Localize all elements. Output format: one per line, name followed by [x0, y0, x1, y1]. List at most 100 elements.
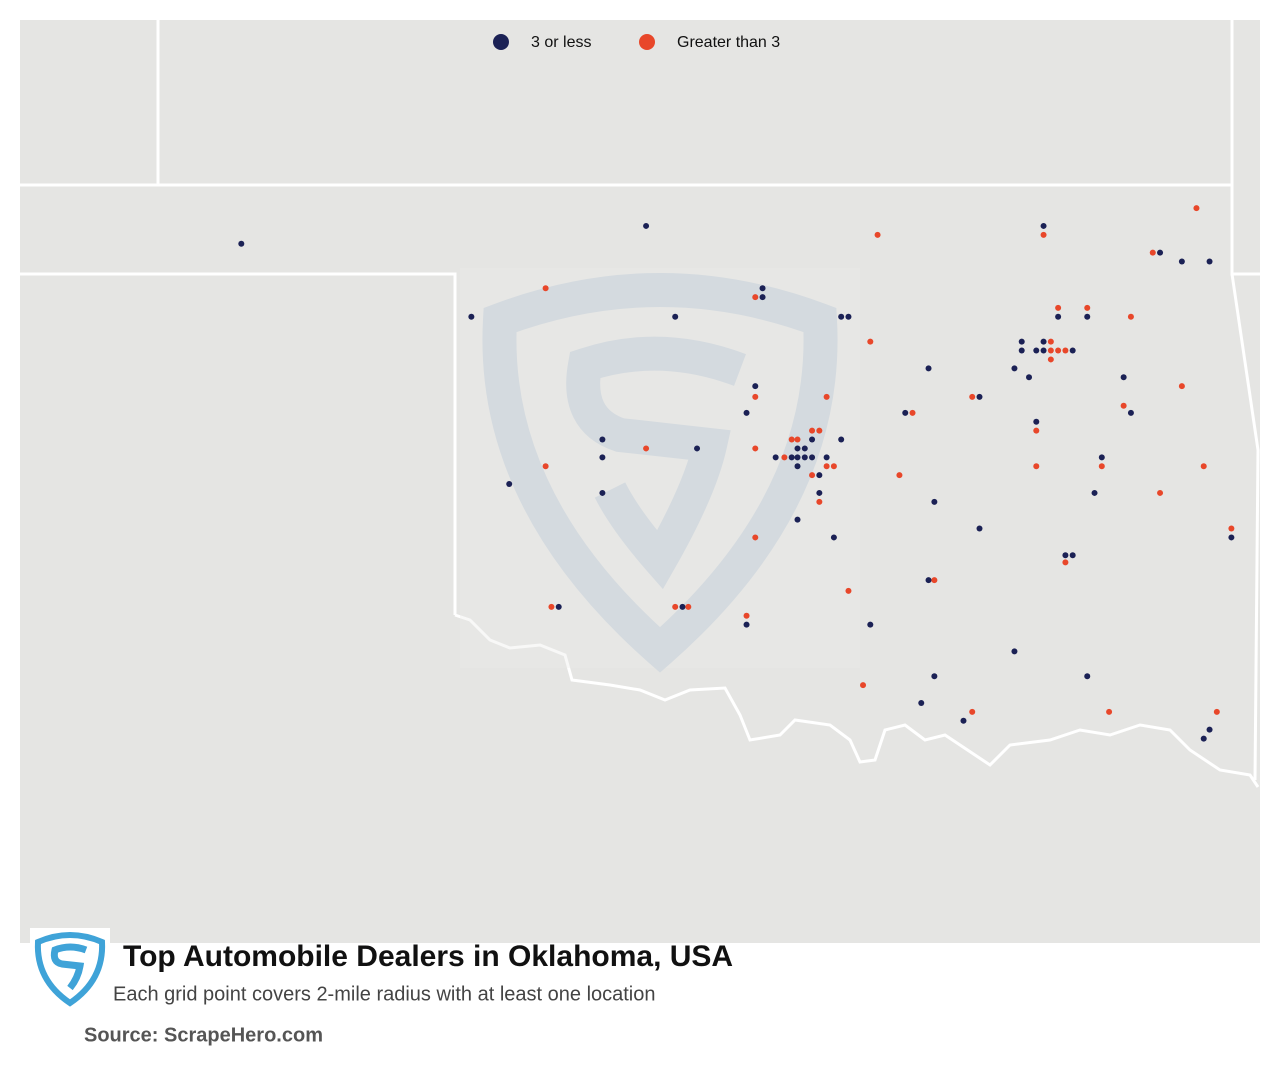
location-dot — [976, 525, 983, 532]
east-border — [1230, 273, 1260, 781]
location-dot — [823, 393, 830, 400]
location-dot — [1084, 673, 1091, 680]
borders — [20, 20, 1260, 788]
location-dot — [1157, 249, 1164, 256]
location-dot — [1033, 427, 1040, 434]
location-dot — [845, 313, 852, 320]
location-dot — [838, 313, 845, 320]
location-dot — [931, 673, 938, 680]
location-dot — [838, 436, 845, 443]
location-dot — [1040, 222, 1047, 229]
location-dot — [1069, 552, 1076, 559]
location-dot — [1200, 463, 1207, 470]
location-dot — [542, 463, 549, 470]
location-dot — [1178, 383, 1185, 390]
location-dot — [1033, 347, 1040, 354]
location-dot — [672, 313, 679, 320]
location-dot — [788, 436, 795, 443]
logo — [30, 928, 110, 1008]
location-dot — [468, 313, 475, 320]
location-dot — [643, 222, 650, 229]
location-dot — [809, 436, 816, 443]
location-dot — [1084, 304, 1091, 311]
watermark-box — [460, 268, 860, 668]
location-dot — [1018, 347, 1025, 354]
map-background — [20, 20, 1260, 943]
location-dot — [925, 577, 932, 584]
location-dot — [752, 383, 759, 390]
location-dot — [1018, 338, 1025, 345]
location-dot — [1228, 525, 1235, 532]
location-dot — [1069, 347, 1076, 354]
location-dot — [599, 454, 606, 461]
location-dot — [1098, 463, 1105, 470]
location-dot — [801, 454, 808, 461]
location-dot — [752, 393, 759, 400]
location-dot — [1206, 258, 1213, 265]
dots — [238, 205, 1235, 742]
red-river-border — [454, 613, 1260, 788]
location-dot — [816, 498, 823, 505]
location-dot — [816, 472, 823, 479]
location-dot — [823, 463, 830, 470]
location-dot — [809, 454, 816, 461]
state-border — [20, 20, 1260, 615]
location-dot — [1157, 489, 1164, 496]
location-dot — [860, 682, 867, 689]
location-dot — [918, 699, 925, 706]
location-dot — [1047, 356, 1054, 363]
location-dot — [809, 472, 816, 479]
location-dot — [816, 489, 823, 496]
location-dot — [931, 498, 938, 505]
location-dot — [1091, 489, 1098, 496]
location-dot — [794, 445, 801, 452]
location-dot — [867, 621, 874, 628]
location-dot — [1127, 313, 1134, 320]
location-dot — [830, 463, 837, 470]
location-dot — [1149, 249, 1156, 256]
location-dot — [960, 717, 967, 724]
location-dot — [772, 454, 779, 461]
legend-marker — [493, 34, 509, 50]
location-dot — [743, 612, 750, 619]
location-dot — [1040, 338, 1047, 345]
location-dot — [1120, 374, 1127, 381]
location-dot — [542, 285, 549, 292]
location-dot — [1062, 552, 1069, 559]
location-dot — [1011, 365, 1018, 372]
legend-label: 3 or less — [531, 34, 591, 51]
source: Source: ScrapeHero.com — [84, 1024, 323, 1046]
logo-s — [50, 943, 88, 991]
location-dot — [743, 621, 750, 628]
location-dot — [794, 454, 801, 461]
location-dot — [976, 393, 983, 400]
location-dot — [794, 463, 801, 470]
location-dot — [1040, 347, 1047, 354]
location-dot — [867, 338, 874, 345]
location-dot — [823, 454, 830, 461]
location-dot — [801, 445, 808, 452]
location-dot — [969, 393, 976, 400]
location-dot — [788, 454, 795, 461]
location-dot — [752, 445, 759, 452]
location-dot — [1011, 648, 1018, 655]
legend-marker — [639, 34, 655, 50]
location-dot — [909, 409, 916, 416]
location-dot — [1120, 402, 1127, 409]
location-dot — [1055, 304, 1062, 311]
location-dot — [685, 603, 692, 610]
location-dot — [896, 472, 903, 479]
location-dot — [845, 587, 852, 594]
location-dot — [759, 285, 766, 292]
location-dot — [759, 294, 766, 301]
location-dot — [743, 409, 750, 416]
location-dot — [672, 603, 679, 610]
location-dot — [931, 577, 938, 584]
location-dot — [1040, 231, 1047, 238]
location-dot — [1193, 205, 1200, 212]
location-dot — [1047, 347, 1054, 354]
logo-shield — [34, 932, 106, 1007]
location-dot — [1026, 374, 1033, 381]
location-dot — [809, 427, 816, 434]
